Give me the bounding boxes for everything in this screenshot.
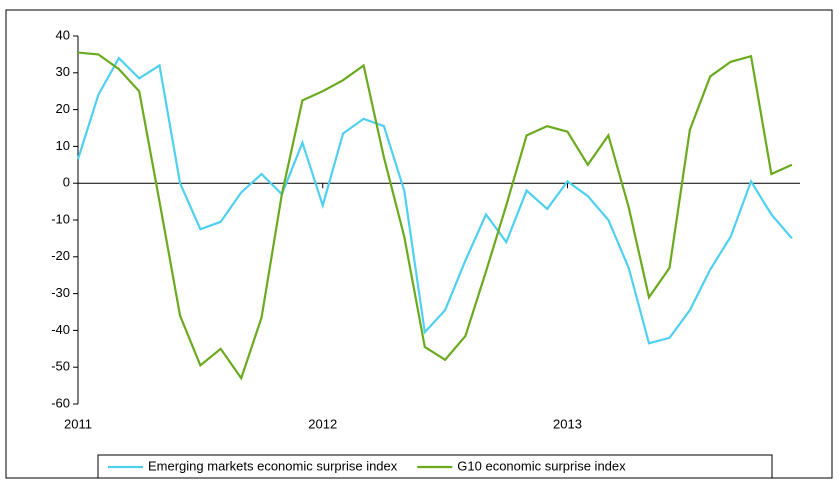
y-tick-label: -50 [51,359,70,374]
y-tick-label: -30 [51,285,70,300]
y-tick-label: -10 [51,211,70,226]
series-line [77,51,793,381]
y-tick-label: -40 [51,322,70,337]
y-tick-label: 40 [56,27,70,42]
y-tick-label: 10 [56,138,70,153]
x-tick-label: 2011 [64,416,92,431]
legend-label: Emerging markets economic surprise index [148,458,398,473]
legend-label: G10 economic surprise index [457,458,626,473]
y-tick-label: 20 [56,101,70,116]
x-tick-label: 2012 [308,416,337,431]
y-tick-label: 0 [63,175,70,190]
y-tick-label: -20 [51,248,70,263]
x-tick-label: 2013 [553,416,582,431]
y-tick-label: -60 [51,395,70,410]
series-line [76,56,793,345]
y-tick-label: 30 [56,64,70,79]
